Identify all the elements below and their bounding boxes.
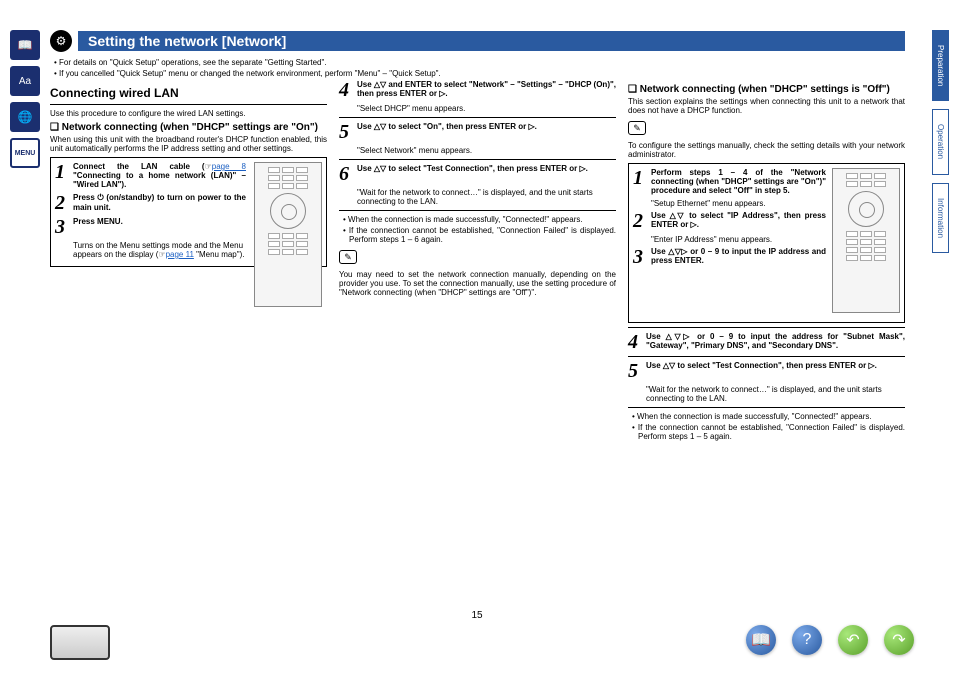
step-box-1: 1 Connect the LAN cable (☞page 8 "Connec… bbox=[50, 157, 327, 267]
step-num-1: 1 bbox=[55, 162, 73, 189]
sub-text: When using this unit with the broadband … bbox=[50, 135, 327, 153]
device-thumbnail[interactable] bbox=[50, 625, 110, 660]
tab-operation[interactable]: Operation bbox=[932, 109, 949, 174]
nav-help-icon[interactable]: ? bbox=[792, 625, 822, 655]
menu-icon[interactable]: MENU bbox=[10, 138, 40, 168]
c3-step-num-3: 3 bbox=[633, 247, 651, 267]
page-title: Setting the network [Network] bbox=[78, 31, 905, 51]
step-3-text: Press MENU. bbox=[73, 217, 246, 237]
gear-icon: ⚙ bbox=[50, 30, 72, 52]
note-icon-2: ✎ bbox=[628, 121, 646, 135]
step-box-2: 1 Perform steps 1 – 4 of the "Network co… bbox=[628, 163, 905, 323]
step-3-note: Turns on the Menu settings mode and the … bbox=[73, 241, 246, 259]
step-1-text: Connect the LAN cable (☞page 8 "Connecti… bbox=[73, 162, 246, 189]
c3-s2-note: "Enter IP Address" menu appears. bbox=[651, 235, 826, 244]
tab-information[interactable]: Information bbox=[932, 183, 949, 253]
c3-step-3: Use △▽▷ or 0 – 9 to input the IP address… bbox=[651, 247, 826, 267]
aa-icon[interactable]: Aa bbox=[10, 66, 40, 96]
c3-step-num-5: 5 bbox=[628, 361, 646, 381]
step-4-note: "Select DHCP" menu appears. bbox=[357, 104, 616, 113]
c3-step-2: Use △▽ to select "IP Address", then pres… bbox=[651, 211, 826, 231]
sub-dhcp-off: Network connecting (when "DHCP" settings… bbox=[628, 84, 905, 95]
step-6-text: Use △▽ to select "Test Connection", then… bbox=[357, 164, 616, 184]
c3-step-num-4: 4 bbox=[628, 332, 646, 352]
section-connecting-lan: Connecting wired LAN bbox=[50, 86, 327, 100]
step-num-6: 6 bbox=[339, 164, 357, 184]
link-page8[interactable]: page 8 bbox=[212, 162, 246, 171]
remote-image-2 bbox=[832, 168, 900, 313]
step-4-text: Use △▽ and ENTER to select "Network" – "… bbox=[357, 80, 616, 100]
step-6-note: "Wait for the network to connect…" is di… bbox=[357, 188, 616, 206]
c3-step-num-2: 2 bbox=[633, 211, 651, 231]
c3-step-5: Use △▽ to select "Test Connection", then… bbox=[646, 361, 905, 381]
tab-preparation[interactable]: Preparation bbox=[932, 30, 949, 101]
step-num-3: 3 bbox=[55, 217, 73, 237]
step-num-2: 2 bbox=[55, 193, 73, 213]
c3-s5-note: "Wait for the network to connect…" is di… bbox=[646, 385, 905, 403]
intro-text: Use this procedure to configure the wire… bbox=[50, 109, 327, 118]
link-page11[interactable]: page 11 bbox=[166, 250, 194, 259]
col2-b1: • When the connection is made successful… bbox=[349, 215, 616, 224]
sub-dhcp-on: Network connecting (when "DHCP" settings… bbox=[50, 122, 327, 133]
col2-b2: • If the connection cannot be establishe… bbox=[349, 226, 616, 244]
c3-s1-note: "Setup Ethernet" menu appears. bbox=[651, 199, 826, 208]
step-num-4: 4 bbox=[339, 80, 357, 100]
nav-prev-icon[interactable]: ↶ bbox=[838, 625, 868, 655]
c3-b2: • If the connection cannot be establishe… bbox=[638, 423, 905, 441]
col3-subtext: This section explains the settings when … bbox=[628, 97, 905, 115]
step-2-text: Press ⏻ (on/standby) to turn on power to… bbox=[73, 193, 246, 213]
c3-step-4: Use △▽▷ or 0 – 9 to input the address fo… bbox=[646, 332, 905, 352]
note-icon: ✎ bbox=[339, 250, 357, 264]
step-num-5: 5 bbox=[339, 122, 357, 142]
note-1: • For details on "Quick Setup" operation… bbox=[60, 58, 905, 67]
nav-contents-icon[interactable]: 📖 bbox=[746, 625, 776, 655]
manual-note: You may need to set the network connecti… bbox=[339, 270, 616, 297]
step-5-note: "Select Network" menu appears. bbox=[357, 146, 616, 155]
remote-image bbox=[254, 162, 322, 307]
c3-step-num-1: 1 bbox=[633, 168, 651, 195]
c3-step-1: Perform steps 1 – 4 of the "Network conn… bbox=[651, 168, 826, 195]
step-5-text: Use △▽ to select "On", then press ENTER … bbox=[357, 122, 616, 142]
c3-b1: • When the connection is made successful… bbox=[638, 412, 905, 421]
globe-icon[interactable]: 🌐 bbox=[10, 102, 40, 132]
book-icon[interactable]: 📖 bbox=[10, 30, 40, 60]
note-2: • If you cancelled "Quick Setup" menu or… bbox=[60, 69, 905, 78]
page-number: 15 bbox=[471, 610, 482, 621]
nav-next-icon[interactable]: ↷ bbox=[884, 625, 914, 655]
col3-note: To configure the settings manually, chec… bbox=[628, 141, 905, 159]
